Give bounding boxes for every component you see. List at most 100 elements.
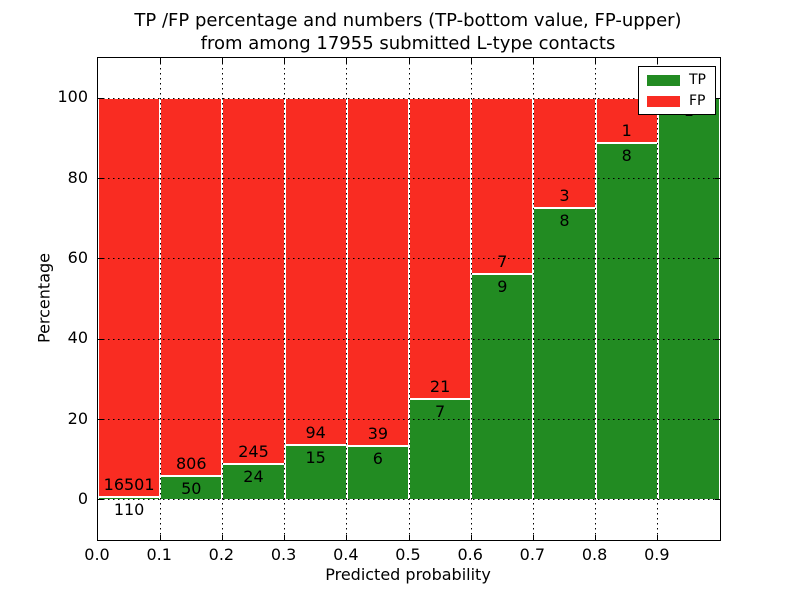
bar-label-fp: 39 — [367, 424, 389, 444]
legend-entry-fp: FP — [647, 93, 706, 109]
bar-segment-tp — [222, 464, 285, 500]
bar-label-tp: 8 — [621, 145, 632, 165]
x-tick — [159, 535, 161, 540]
x-tick-label: 0.7 — [519, 545, 546, 564]
bar-segment-tp — [471, 273, 534, 500]
bar-segment-tp — [657, 98, 720, 500]
x-tick — [470, 58, 472, 63]
legend-entry-tp: TP — [647, 72, 706, 88]
y-tick-label: 40 — [67, 328, 88, 348]
x-gridline — [595, 58, 597, 540]
bar-segment-tp — [160, 476, 223, 500]
y-tick-label: 80 — [67, 167, 88, 187]
x-tick — [408, 58, 410, 63]
bar-segment-fp — [471, 98, 534, 274]
x-tick-label: 0.2 — [208, 545, 235, 564]
bar-label-tp: 7 — [435, 402, 446, 422]
bar-label-tp: 50 — [181, 479, 202, 499]
chart-title: TP /FP percentage and numbers (TP-bottom… — [89, 9, 727, 55]
bar-label-tp: 15 — [305, 447, 326, 467]
legend-swatch-fp-icon — [647, 95, 680, 107]
x-tick-label: 0.5 — [395, 545, 421, 564]
bar-segment-tp — [409, 399, 472, 500]
y-tick — [715, 419, 720, 420]
x-gridline — [532, 58, 534, 540]
legend-label-tp: TP — [689, 72, 706, 88]
bar-label-fp: 806 — [176, 454, 207, 474]
x-gridline — [221, 58, 223, 540]
x-gridline — [346, 58, 348, 540]
bar-label-tp: 24 — [243, 467, 264, 486]
bar-label-tp: 9 — [497, 276, 508, 296]
x-tick — [595, 58, 597, 63]
x-tick-label: 0.8 — [581, 545, 608, 564]
x-tick — [595, 535, 597, 540]
y-tick — [98, 97, 103, 99]
bar-segment-fp — [222, 98, 285, 464]
x-tick — [284, 58, 286, 63]
bar-label-fp: 1 — [621, 120, 632, 140]
x-tick — [408, 535, 410, 540]
bar-label-fp: 245 — [238, 442, 269, 461]
bar-label-fp: 21 — [429, 377, 451, 397]
x-tick-label: 0.4 — [333, 545, 359, 564]
x-tick — [346, 58, 348, 63]
bar-label-tp: 8 — [559, 210, 570, 230]
bar-label-tp: 6 — [372, 449, 383, 469]
bar-label-tp: 110 — [113, 500, 145, 520]
x-gridline — [284, 58, 286, 540]
y-tick — [98, 499, 103, 501]
y-tick — [98, 258, 103, 260]
bar-segment-tp — [595, 142, 658, 500]
chart-title-line1: TP /FP percentage and numbers (TP-bottom… — [134, 10, 682, 31]
y-tick-label: 0 — [77, 488, 88, 508]
chart-title-line2: from among 17955 submitted L-type contac… — [200, 33, 616, 54]
y-tick — [715, 338, 720, 340]
plot-area: TP FP 16501 110 806 50 245 24 94 15 39 6 21 7 7 9 3 8 1 8… — [97, 57, 721, 541]
y-tick — [715, 178, 720, 179]
bar-segment-tp — [284, 444, 347, 500]
x-tick-label: 0.3 — [270, 545, 297, 564]
x-gridline — [657, 58, 659, 540]
bar-segment-tp — [533, 207, 596, 500]
bar-segment-fp — [409, 98, 472, 400]
x-gridline — [159, 58, 161, 540]
bar-segment-fp — [284, 98, 347, 445]
x-tick — [221, 535, 223, 540]
bar-label-fp: 7 — [497, 251, 508, 271]
x-gridline — [408, 58, 410, 540]
y-tick — [98, 419, 103, 420]
y-tick — [715, 258, 720, 260]
x-tick — [532, 58, 534, 63]
y-tick — [715, 97, 720, 99]
x-tick-label: 0.0 — [84, 545, 110, 564]
bar-segment-fp — [533, 98, 596, 208]
x-tick — [221, 58, 223, 63]
x-tick — [284, 535, 286, 540]
x-tick-label: 0.1 — [146, 545, 172, 564]
y-tick — [98, 338, 103, 340]
x-gridline — [470, 58, 472, 540]
bar-label-fp: 16501 — [103, 475, 155, 495]
x-tick — [159, 58, 161, 63]
y-tick — [715, 499, 720, 501]
y-tick-label: 60 — [67, 247, 88, 267]
x-axis-label: Predicted probability — [325, 565, 491, 584]
bar-label-fp: 3 — [559, 185, 570, 205]
x-tick-label: 0.6 — [457, 545, 483, 564]
bar-segment-fp — [98, 98, 161, 498]
x-tick — [346, 535, 348, 540]
bar-label-fp: 94 — [305, 422, 326, 442]
x-tick — [470, 535, 472, 540]
bar-segment-fp — [346, 98, 409, 447]
x-tick — [657, 535, 659, 540]
y-tick — [98, 178, 103, 179]
y-tick-label: 20 — [67, 408, 88, 428]
legend-label-fp: FP — [689, 93, 706, 109]
legend-swatch-tp-icon — [647, 74, 680, 86]
bar-segment-tp — [346, 446, 409, 500]
x-tick-label: 0.9 — [644, 545, 670, 564]
bar-segment-fp — [160, 98, 223, 477]
x-tick — [657, 58, 659, 63]
